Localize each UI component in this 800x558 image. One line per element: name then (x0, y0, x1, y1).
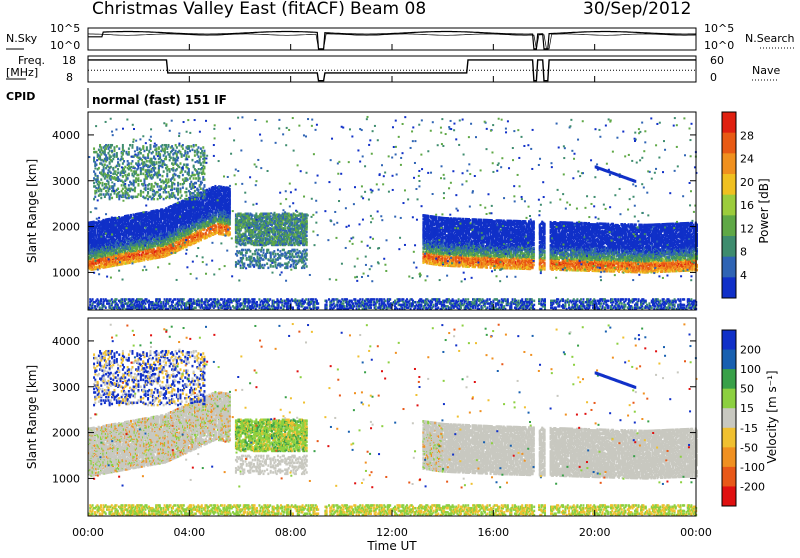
data-cell (130, 214, 132, 217)
freq-label-2: [MHz] (6, 66, 38, 79)
data-cell (114, 217, 116, 220)
nsky-bottom-tick: 10^0 (50, 39, 80, 52)
nave-label: Nave (752, 64, 780, 77)
data-cell (138, 254, 140, 257)
data-cell (202, 233, 204, 236)
nsearch-top-tick: 10^5 (704, 22, 734, 35)
nsearch-bottom-tick: 10^0 (704, 39, 734, 52)
data-cell (142, 233, 144, 236)
cpid-value: normal (fast) 151 IF (92, 93, 227, 107)
nave-top-tick: 60 (710, 54, 724, 67)
nsky-panel: N.Sky 10^5 10^0 10^5 10^0 N.Search (6, 22, 795, 52)
date-label: 30/Sep/2012 (583, 0, 691, 19)
nsearch-label: N.Search (745, 32, 795, 45)
beam-label: Beam 08 (350, 0, 426, 19)
data-cell (192, 230, 194, 233)
data-cell (427, 215, 429, 218)
chart-title: Christmas Valley East (fitACF) (92, 0, 345, 19)
freq-bottom-tick: 8 (66, 71, 73, 84)
nsky-label: N.Sky (6, 32, 38, 45)
data-cell (153, 248, 155, 251)
data-cell (154, 245, 156, 248)
nsky-top-tick: 10^5 (50, 22, 80, 35)
data-cell (229, 231, 231, 234)
freq-top-tick: 18 (62, 54, 76, 67)
nave-bottom-tick: 0 (710, 71, 717, 84)
data-cell (229, 188, 231, 191)
data-cell (436, 216, 438, 219)
data-cell (469, 219, 471, 222)
data-cell (216, 225, 218, 228)
freq-panel: Freq. [MHz] 18 8 60 0 Nave (6, 54, 780, 84)
data-cell (422, 250, 424, 253)
data-cell (205, 232, 207, 235)
cpid-label: CPID (6, 90, 35, 103)
data-cell (220, 193, 222, 196)
data-cell (229, 227, 231, 230)
